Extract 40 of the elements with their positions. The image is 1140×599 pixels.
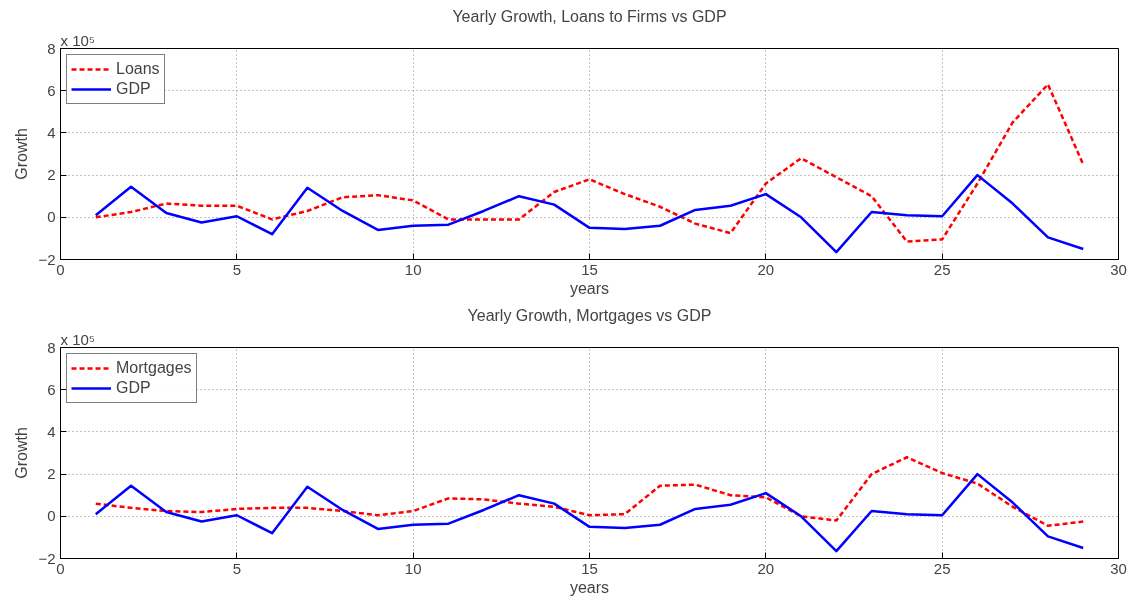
y-tick-label: 0: [47, 208, 56, 226]
line-series: [94, 455, 1085, 528]
x-tick-label: 15: [581, 559, 598, 577]
legend-label: GDP: [116, 80, 151, 98]
annotation: x 10⁵: [60, 330, 96, 348]
x-tick-label: 5: [232, 260, 242, 278]
y-tick-label: 6: [47, 380, 56, 398]
x-tick-label: 15: [581, 260, 598, 278]
x-tick-label: 20: [757, 559, 775, 577]
y-tick-label: 4: [47, 123, 56, 141]
x-tick-label: 25: [933, 559, 951, 577]
line-series: [94, 472, 1085, 553]
y-tick-label: 0: [47, 507, 56, 525]
legend-label: Mortgages: [116, 359, 192, 377]
y-tick-label: 8: [47, 338, 56, 356]
legend-label: Loans: [116, 60, 160, 78]
y-tick-label: 8: [47, 39, 56, 57]
line-series: [94, 83, 1085, 243]
chart-title: Yearly Growth, Mortgages vs GDP: [467, 306, 712, 324]
x-tick-label: 30: [1110, 260, 1127, 278]
y-tick-label: −2: [38, 250, 56, 268]
legend-label: GDP: [116, 379, 151, 397]
x-tick-label: 25: [933, 260, 951, 278]
y-tick-label: 2: [47, 465, 56, 483]
x-axis-title: years: [569, 279, 610, 297]
line-series: [94, 173, 1085, 254]
y-tick-label: 6: [47, 81, 56, 99]
annotation: x 10⁵: [60, 31, 96, 49]
x-tick-label: 30: [1110, 559, 1127, 577]
x-tick-label: 5: [232, 559, 242, 577]
chart-title: Yearly Growth, Loans to Firms vs GDP: [452, 7, 727, 25]
y-axis-title: Growth: [13, 128, 31, 180]
x-axis-title: years: [569, 578, 610, 596]
x-tick-label: 10: [404, 260, 422, 278]
y-axis-title: Growth: [13, 427, 31, 479]
x-tick-label: 10: [404, 559, 422, 577]
y-tick-label: 4: [47, 422, 56, 440]
x-tick-label: 20: [757, 260, 775, 278]
y-tick-label: 2: [47, 166, 56, 184]
y-tick-label: −2: [38, 549, 56, 567]
